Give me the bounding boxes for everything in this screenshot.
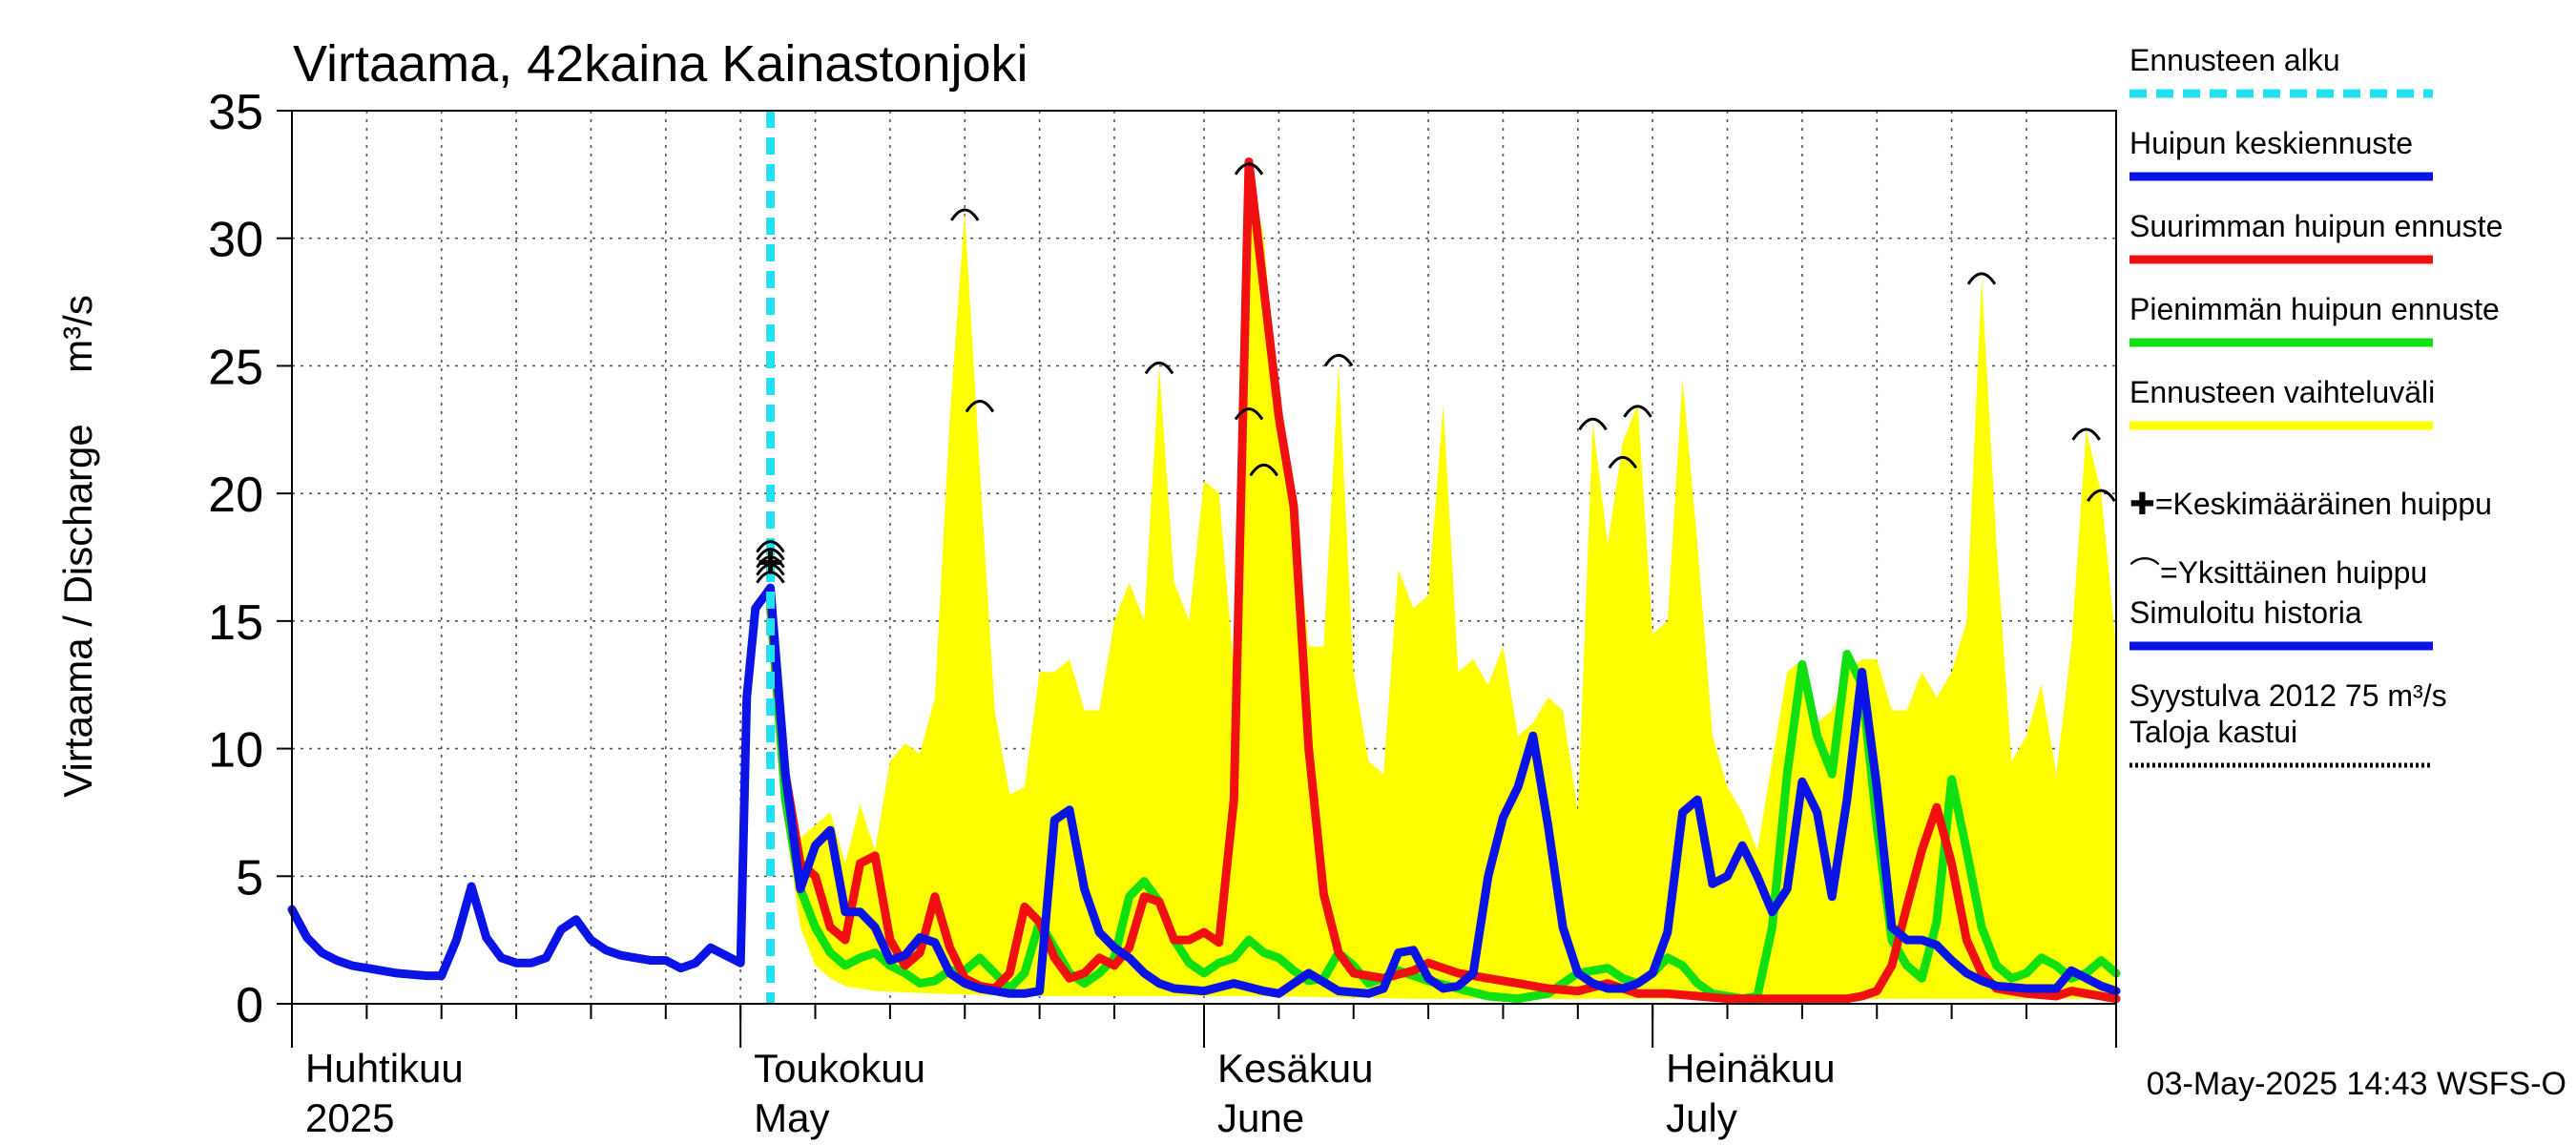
legend-label: Simuloitu historia — [2129, 595, 2362, 630]
chart-title: Virtaama, 42kaina Kainastonjoki — [293, 35, 1028, 93]
y-axis-ticks: 0 5 10 15 20 25 30 35 — [208, 85, 292, 1033]
legend-label: Ennusteen vaihteluväli — [2129, 375, 2435, 409]
x-month-sublabel: June — [1217, 1095, 1304, 1140]
y-tick-label: 20 — [208, 468, 263, 523]
legend-label: Syystulva 2012 75 m³/s — [2129, 678, 2447, 713]
legend-label: ⌒=Yksittäinen huippu — [2129, 555, 2427, 590]
y-tick-label: 30 — [208, 213, 263, 268]
legend: Ennusteen alku Huipun keskiennuste Suurimm… — [2129, 43, 2503, 768]
mean-peak-marker — [758, 551, 782, 574]
individual-peak-marker — [756, 540, 785, 553]
series-lines — [287, 157, 2121, 1004]
y-axis-label: Virtaama / Discharge — [55, 424, 100, 797]
y-tick-label: 25 — [208, 340, 263, 395]
timestamp: 03-May-2025 14:43 WSFS-O — [2147, 1066, 2566, 1102]
individual-peak-marker — [2087, 489, 2116, 502]
y-axis-unit-group: m³/s — [55, 295, 100, 373]
y-tick-label: 10 — [208, 723, 263, 779]
legend-label: Huipun keskiennuste — [2129, 126, 2413, 160]
individual-peak-marker — [1623, 405, 1652, 418]
x-month-sublabel: May — [754, 1095, 829, 1140]
individual-peak-marker — [1144, 361, 1174, 375]
y-tick-label: 35 — [208, 85, 263, 140]
x-month-label: Heinäkuu — [1666, 1046, 1835, 1091]
legend-label: ✚=Keskimääräinen huippu — [2129, 487, 2492, 521]
individual-peak-marker — [1323, 353, 1354, 367]
y-axis-label-group: Virtaama / Discharge — [55, 424, 100, 797]
forecast-range-band — [770, 161, 2116, 999]
individual-peak-marker — [1234, 407, 1264, 421]
legend-label: Taloja kastui — [2129, 715, 2297, 749]
individual-peak-marker — [1966, 272, 1997, 285]
individual-peak-marker — [949, 208, 980, 221]
individual-peak-marker — [2071, 427, 2101, 441]
y-tick-label: 5 — [236, 850, 263, 906]
legend-label: Ennusteen alku — [2129, 43, 2340, 77]
series-line-max-forecast — [766, 157, 2121, 1004]
individual-peak-marker — [965, 400, 995, 413]
individual-peak-marker — [1249, 463, 1278, 477]
individual-peak-marker — [1234, 162, 1264, 176]
individual-peak-marker — [1578, 417, 1608, 431]
series-line-simulated-history — [287, 583, 775, 981]
y-axis-unit: m³/s — [55, 295, 100, 373]
series-line-mean-forecast — [766, 583, 2121, 998]
legend-label: Suurimman huipun ennuste — [2129, 209, 2503, 243]
individual-peak-marker — [756, 548, 785, 561]
legend-label: Pienimmän huipun ennuste — [2129, 292, 2500, 326]
x-month-label: Kesäkuu — [1217, 1046, 1373, 1091]
x-month-label: Toukokuu — [754, 1046, 925, 1091]
x-month-sublabel: July — [1666, 1095, 1737, 1140]
x-month-sublabel: 2025 — [305, 1095, 394, 1140]
peak-markers — [756, 162, 2116, 584]
individual-peak-marker — [1608, 455, 1638, 469]
forecast-range-area — [770, 161, 2116, 999]
x-month-label: Huhtikuu — [305, 1046, 464, 1091]
y-tick-label: 0 — [236, 978, 263, 1033]
y-tick-label: 15 — [208, 595, 263, 651]
